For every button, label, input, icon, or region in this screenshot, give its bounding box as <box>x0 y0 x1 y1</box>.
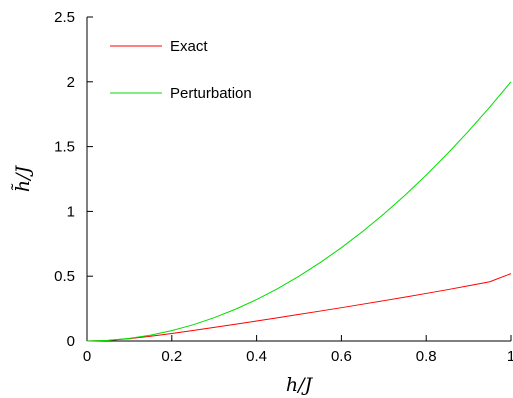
x-tick-label: 0.2 <box>161 348 182 365</box>
series-line-exact <box>86 273 512 342</box>
y-tick-label: 2 <box>67 74 75 91</box>
y-tick-label: 0.5 <box>54 268 75 285</box>
legend-label-perturbation: Perturbation <box>170 85 252 102</box>
x-axis-title: h/J <box>286 374 314 396</box>
y-tick-label: 0 <box>67 333 75 350</box>
ticks <box>86 16 512 342</box>
legend-label-exact: Exact <box>170 38 208 55</box>
legend: Exact Perturbation <box>110 38 252 102</box>
y-axis-title: h̃/J <box>11 164 34 192</box>
series-line-perturbation <box>86 81 512 342</box>
series-lines <box>86 81 512 342</box>
x-tick-label: 0.4 <box>246 348 267 365</box>
y-tick-label: 1 <box>67 203 75 220</box>
x-tick-label: 0.8 <box>416 348 437 365</box>
y-tick-label: 2.5 <box>54 9 75 26</box>
x-tick-label: 0.6 <box>331 348 352 365</box>
x-tick-label: 1 <box>507 348 513 365</box>
axes <box>86 17 511 342</box>
x-tick-label: 0 <box>83 348 91 365</box>
tick-labels: 0 0.2 0.4 0.6 0.8 1 0 0.5 1 1.5 2 2.5 <box>54 9 513 365</box>
y-tick-label: 1.5 <box>54 139 75 156</box>
